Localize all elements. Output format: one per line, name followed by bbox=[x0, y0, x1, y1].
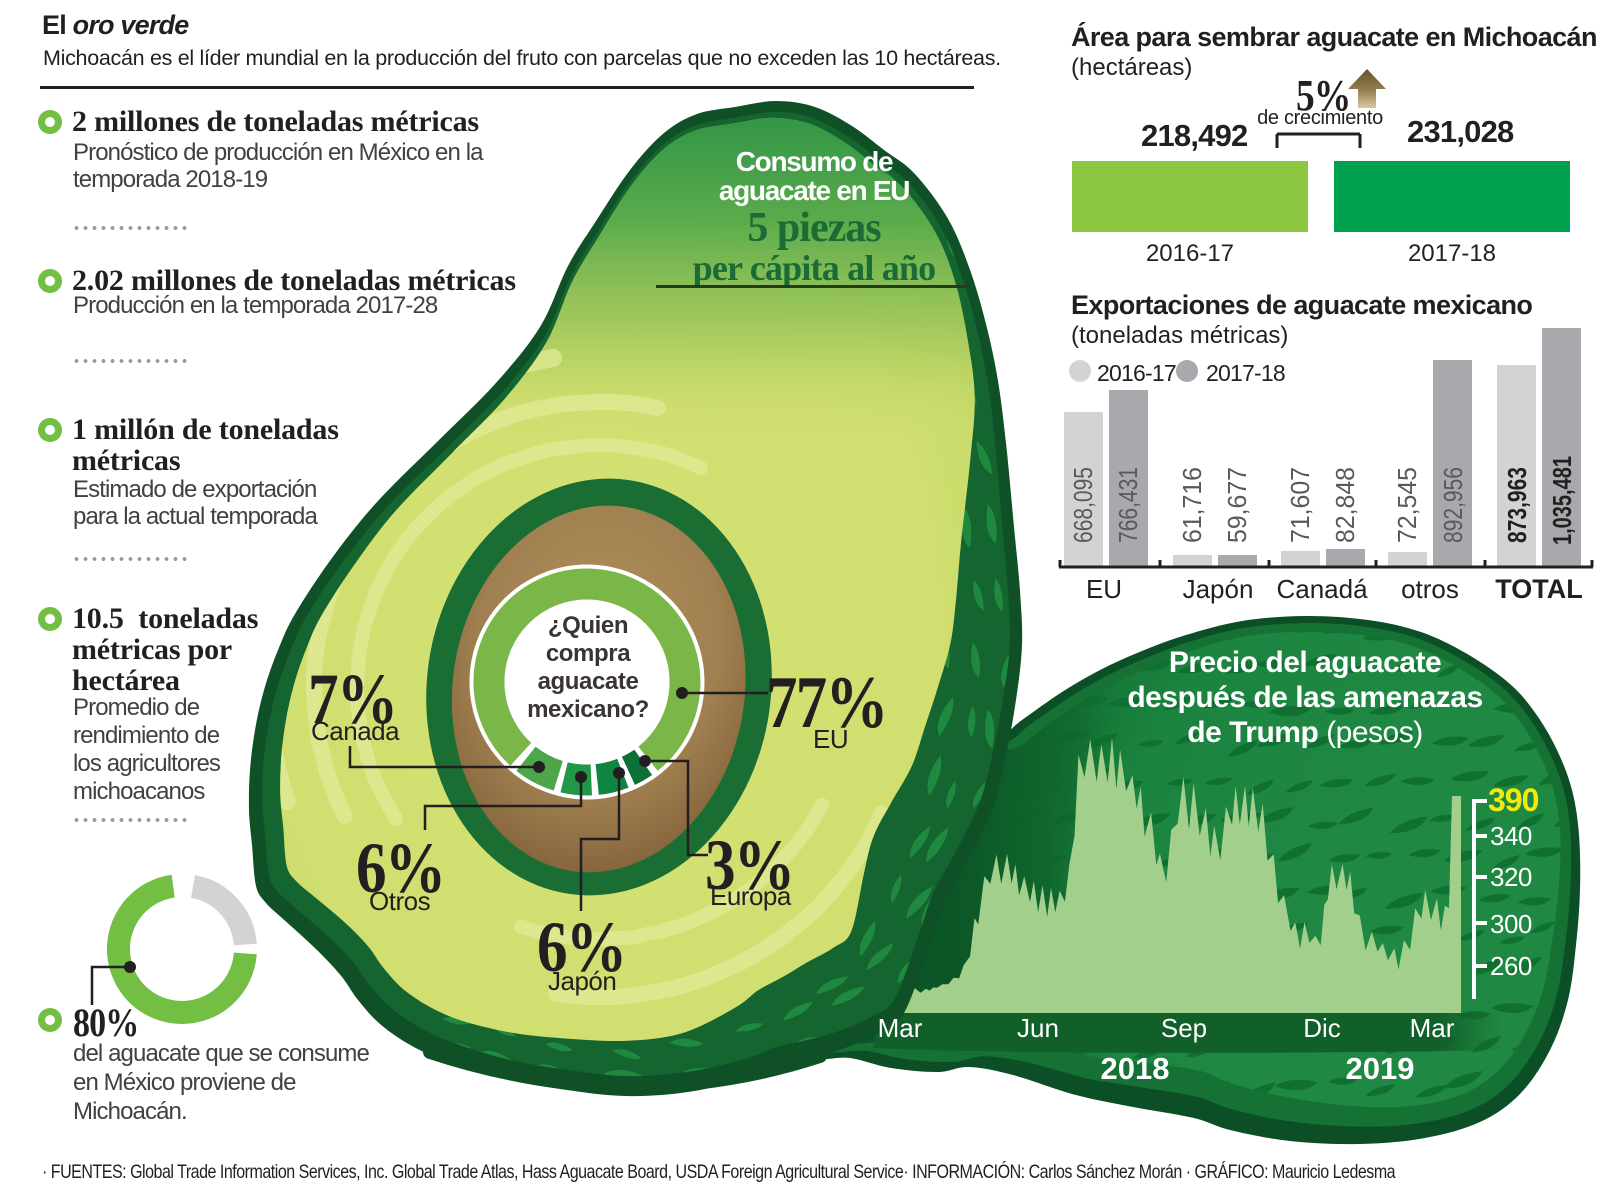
svg-text:71,607: 71,607 bbox=[1285, 467, 1315, 543]
svg-text:668,095: 668,095 bbox=[1068, 467, 1098, 543]
svg-text:2019: 2019 bbox=[1346, 1051, 1415, 1086]
svg-text:1,035,481: 1,035,481 bbox=[1547, 456, 1577, 545]
svg-text:260: 260 bbox=[1490, 951, 1532, 981]
svg-text:82,848: 82,848 bbox=[1330, 467, 1360, 543]
svg-text:892,956: 892,956 bbox=[1438, 467, 1468, 543]
svg-text:61,716: 61,716 bbox=[1177, 467, 1207, 543]
svg-text:340: 340 bbox=[1490, 821, 1532, 851]
svg-text:Mar: Mar bbox=[1410, 1013, 1455, 1043]
svg-text:766,431: 766,431 bbox=[1113, 467, 1143, 543]
svg-text:59,677: 59,677 bbox=[1222, 467, 1252, 543]
svg-text:300: 300 bbox=[1490, 909, 1532, 939]
svg-text:2018: 2018 bbox=[1101, 1051, 1170, 1086]
svg-text:Sep: Sep bbox=[1161, 1013, 1207, 1043]
svg-text:390: 390 bbox=[1488, 782, 1539, 818]
svg-text:873,963: 873,963 bbox=[1502, 467, 1532, 543]
svg-text:320: 320 bbox=[1490, 862, 1532, 892]
svg-text:Jun: Jun bbox=[1017, 1013, 1059, 1043]
svg-text:Mar: Mar bbox=[878, 1013, 923, 1043]
svg-text:Dic: Dic bbox=[1303, 1013, 1341, 1043]
svg-text:72,545: 72,545 bbox=[1392, 467, 1422, 543]
